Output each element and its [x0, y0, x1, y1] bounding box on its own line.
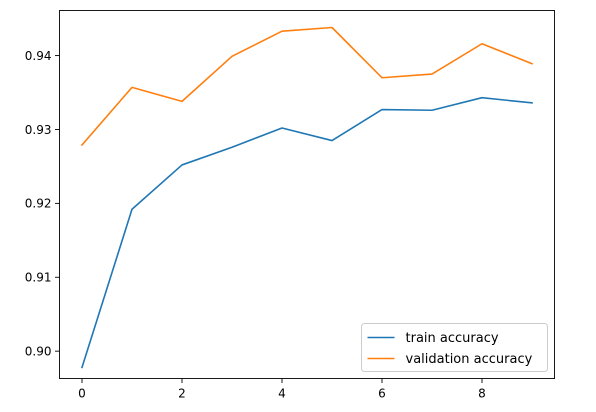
x-tick-label-2: 4	[278, 387, 286, 401]
y-tick-label-4: 0.94	[25, 49, 52, 63]
x-tick-label-4: 8	[478, 387, 486, 401]
x-tick-label-0: 0	[78, 387, 86, 401]
y-tick-label-3: 0.93	[25, 123, 52, 137]
y-tick-label-0: 0.90	[25, 344, 52, 358]
x-tick-label-3: 6	[378, 387, 386, 401]
legend: train accuracy validation accuracy	[362, 324, 548, 372]
legend-label-0: train accuracy	[406, 331, 499, 346]
x-tick-label-1: 2	[178, 387, 186, 401]
y-tick-label-2: 0.92	[25, 197, 52, 211]
legend-label-1: validation accuracy	[406, 352, 533, 367]
y-tick-label-1: 0.91	[25, 271, 52, 285]
